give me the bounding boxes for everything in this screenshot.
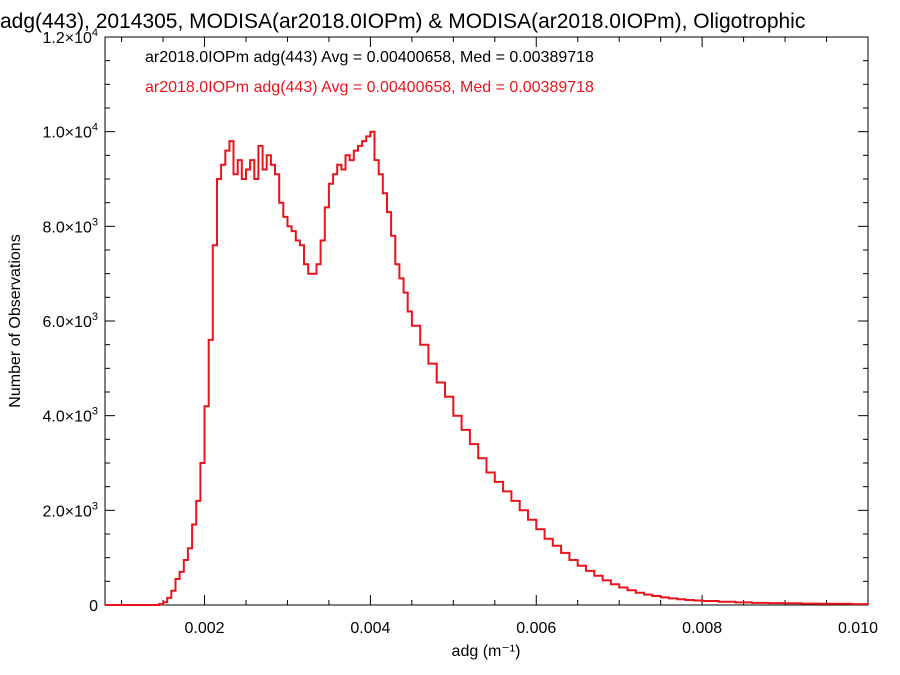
x-tick-label: 0.006 bbox=[516, 620, 556, 637]
series-layer bbox=[105, 130, 869, 606]
legend: ar2018.0IOPm adg(443) Avg = 0.00400658, … bbox=[145, 49, 594, 96]
y-tick-label: 1.2×104 bbox=[42, 27, 98, 47]
series-line bbox=[105, 130, 869, 606]
y-axis-label: Number of Observations bbox=[7, 234, 24, 407]
y-tick-label: 6.0×103 bbox=[42, 311, 98, 331]
x-tick-label: 0.008 bbox=[682, 620, 722, 637]
y-tick-label: 8.0×103 bbox=[42, 216, 98, 236]
x-axis: 0.002 0.004 0.006 0.008 0.010 bbox=[121, 37, 878, 637]
y-tick-label: 0 bbox=[89, 598, 98, 615]
y-tick-label: 1.0×104 bbox=[42, 122, 98, 142]
y-tick-label: 4.0×103 bbox=[42, 406, 98, 426]
x-tick-label: 0.002 bbox=[184, 620, 224, 637]
chart-title: adg(443), 2014305, MODISA(ar2018.0IOPm) … bbox=[0, 10, 805, 33]
x-tick-label: 0.004 bbox=[350, 620, 390, 637]
legend-entry: ar2018.0IOPm adg(443) Avg = 0.00400658, … bbox=[145, 79, 594, 96]
legend-entry: ar2018.0IOPm adg(443) Avg = 0.00400658, … bbox=[145, 49, 594, 66]
x-axis-label: adg (m⁻¹) bbox=[452, 643, 521, 660]
y-axis: 0 2.0×103 4.0×103 6.0×103 8.0×103 1.0×104 1.2×… bbox=[42, 27, 868, 615]
plot-frame bbox=[104, 36, 869, 606]
y-tick-label: 2.0×103 bbox=[42, 500, 98, 520]
x-tick-label: 0.010 bbox=[838, 620, 878, 637]
